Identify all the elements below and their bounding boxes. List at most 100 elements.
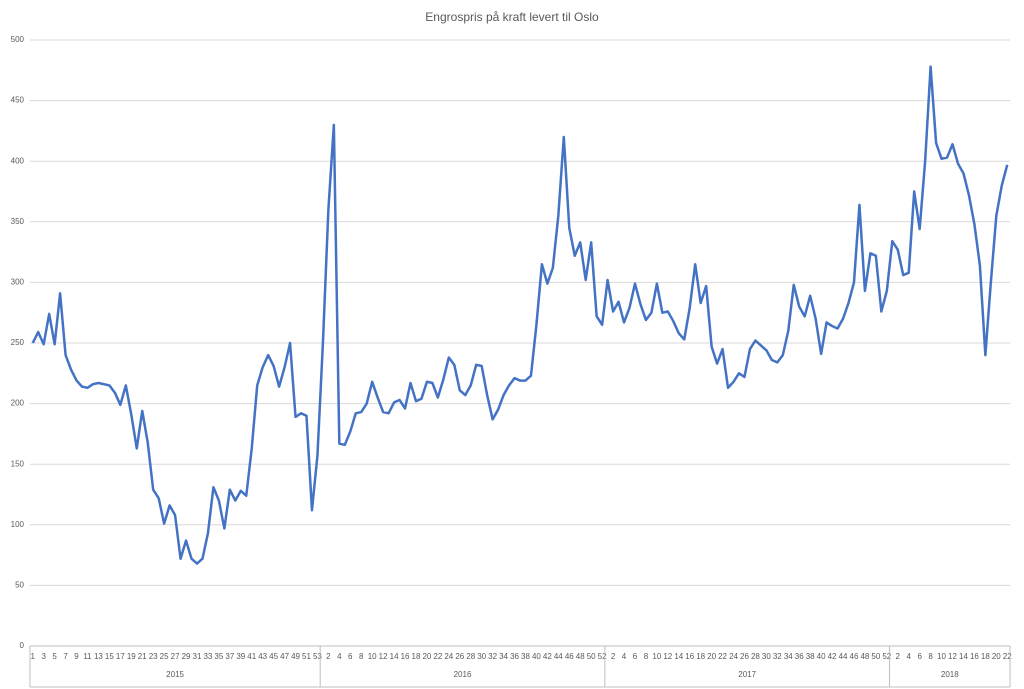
x-tick-label: 44 xyxy=(554,652,563,661)
group-label: 2016 xyxy=(454,670,472,679)
x-tick-label: 20 xyxy=(422,652,431,661)
x-tick-label: 6 xyxy=(348,652,353,661)
y-tick-label: 500 xyxy=(11,35,25,44)
x-tick-label: 52 xyxy=(882,652,891,661)
x-tick-label: 46 xyxy=(565,652,574,661)
y-tick-label: 350 xyxy=(11,217,25,226)
data-line xyxy=(31,65,1009,565)
x-tick-label: 46 xyxy=(850,652,859,661)
x-tick-label: 9 xyxy=(74,652,79,661)
x-tick-label: 37 xyxy=(225,652,234,661)
x-tick-label: 40 xyxy=(817,652,826,661)
x-tick-label: 8 xyxy=(928,652,933,661)
x-tick-label: 30 xyxy=(762,652,771,661)
x-tick-label: 47 xyxy=(280,652,289,661)
x-tick-label: 45 xyxy=(269,652,278,661)
x-tick-label: 14 xyxy=(959,652,968,661)
x-tick-label: 39 xyxy=(236,652,245,661)
x-tick-label: 31 xyxy=(193,652,202,661)
x-tick-label: 34 xyxy=(784,652,793,661)
x-tick-label: 19 xyxy=(127,652,136,661)
x-tick-label: 32 xyxy=(773,652,782,661)
x-tick-label: 2 xyxy=(326,652,331,661)
x-tick-label: 4 xyxy=(906,652,911,661)
x-tick-label: 3 xyxy=(41,652,46,661)
y-tick-label: 400 xyxy=(11,156,25,165)
x-tick-label: 44 xyxy=(839,652,848,661)
x-tick-label: 20 xyxy=(992,652,1001,661)
x-tick-label: 41 xyxy=(247,652,256,661)
x-tick-label: 26 xyxy=(455,652,464,661)
x-tick-label: 14 xyxy=(390,652,399,661)
x-tick-label: 1 xyxy=(31,652,36,661)
chart-title: Engrospris på kraft levert til Oslo xyxy=(425,10,599,24)
x-tick-label: 42 xyxy=(828,652,837,661)
x-tick-label: 26 xyxy=(740,652,749,661)
x-tick-label: 7 xyxy=(63,652,68,661)
x-tick-label: 24 xyxy=(444,652,453,661)
y-tick-label: 200 xyxy=(11,399,25,408)
x-tick-label: 10 xyxy=(368,652,377,661)
x-tick-label: 21 xyxy=(138,652,147,661)
x-tick-label: 6 xyxy=(917,652,922,661)
x-tick-label: 2 xyxy=(611,652,616,661)
x-tick-label: 10 xyxy=(652,652,661,661)
x-tick-label: 18 xyxy=(981,652,990,661)
x-tick-label: 12 xyxy=(948,652,957,661)
x-tick-label: 50 xyxy=(587,652,596,661)
x-tick-label: 48 xyxy=(576,652,585,661)
x-tick-label: 5 xyxy=(52,652,57,661)
y-tick-label: 150 xyxy=(11,459,25,468)
x-tick-label: 13 xyxy=(94,652,103,661)
x-tick-label: 4 xyxy=(337,652,342,661)
group-label: 2015 xyxy=(166,670,184,679)
x-tick-label: 32 xyxy=(488,652,497,661)
x-tick-label: 24 xyxy=(729,652,738,661)
x-tick-label: 2 xyxy=(896,652,901,661)
x-tick-label: 51 xyxy=(302,652,311,661)
x-tick-label: 22 xyxy=(1003,652,1012,661)
x-tick-label: 52 xyxy=(598,652,607,661)
x-tick-label: 11 xyxy=(83,652,92,661)
x-tick-label: 36 xyxy=(795,652,804,661)
y-tick-label: 100 xyxy=(11,520,25,529)
x-tick-label: 38 xyxy=(806,652,815,661)
group-label: 2017 xyxy=(738,670,756,679)
y-tick-label: 250 xyxy=(11,338,25,347)
x-tick-label: 25 xyxy=(160,652,169,661)
x-tick-label: 8 xyxy=(359,652,364,661)
x-tick-label: 22 xyxy=(433,652,442,661)
x-tick-label: 42 xyxy=(543,652,552,661)
x-tick-label: 10 xyxy=(937,652,946,661)
group-label: 2018 xyxy=(941,670,959,679)
x-tick-label: 40 xyxy=(532,652,541,661)
x-tick-label: 23 xyxy=(149,652,158,661)
x-tick-label: 18 xyxy=(696,652,705,661)
x-tick-label: 34 xyxy=(499,652,508,661)
x-tick-label: 53 xyxy=(313,652,322,661)
x-tick-label: 16 xyxy=(970,652,979,661)
x-tick-label: 22 xyxy=(718,652,727,661)
x-tick-label: 4 xyxy=(622,652,627,661)
x-tick-label: 29 xyxy=(182,652,191,661)
x-tick-label: 20 xyxy=(707,652,716,661)
x-tick-label: 14 xyxy=(674,652,683,661)
x-tick-label: 6 xyxy=(633,652,638,661)
y-tick-label: 300 xyxy=(11,278,25,287)
x-tick-label: 17 xyxy=(116,652,125,661)
x-tick-label: 48 xyxy=(860,652,869,661)
x-tick-label: 33 xyxy=(203,652,212,661)
x-tick-label: 12 xyxy=(379,652,388,661)
x-tick-label: 38 xyxy=(521,652,530,661)
y-tick-label: 450 xyxy=(11,96,25,105)
x-tick-label: 12 xyxy=(663,652,672,661)
x-tick-label: 15 xyxy=(105,652,114,661)
x-tick-label: 30 xyxy=(477,652,486,661)
x-tick-label: 27 xyxy=(171,652,180,661)
y-tick-label: 50 xyxy=(15,581,24,590)
x-tick-label: 8 xyxy=(644,652,649,661)
x-tick-label: 16 xyxy=(401,652,410,661)
x-tick-label: 50 xyxy=(871,652,880,661)
